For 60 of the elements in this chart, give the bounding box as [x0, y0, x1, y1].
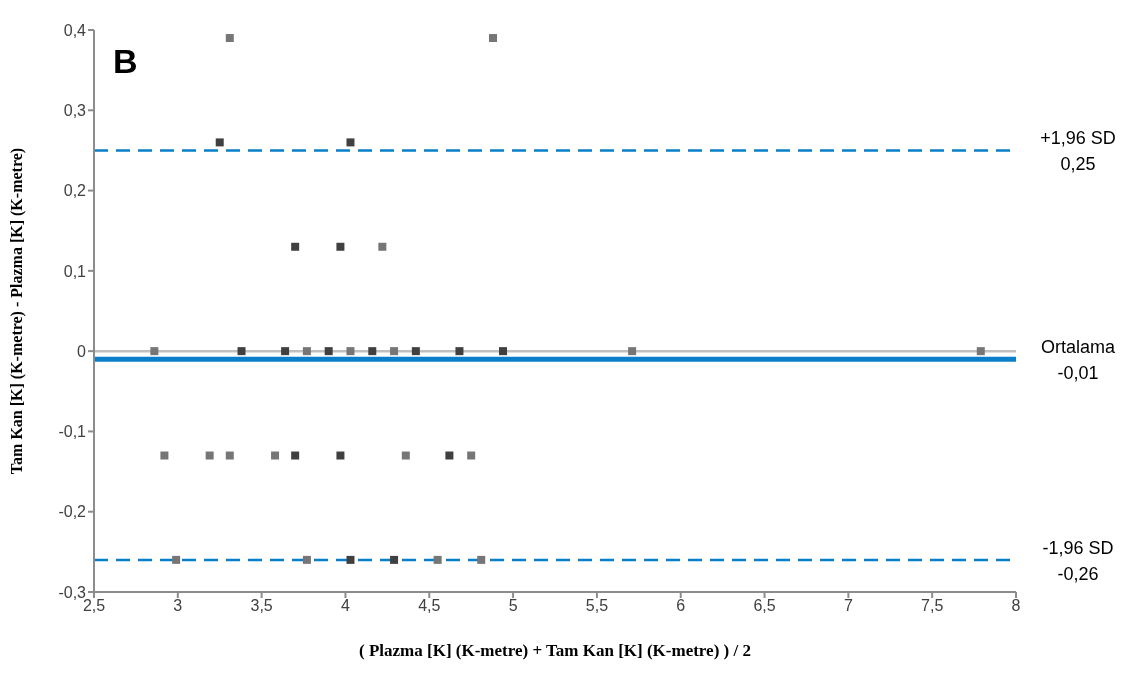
- point: [302, 347, 311, 356]
- point: [499, 347, 508, 356]
- point: [336, 451, 345, 460]
- point: [411, 347, 420, 356]
- point: [368, 347, 377, 356]
- y-tick-label: 0,2: [63, 182, 87, 200]
- point: [160, 451, 169, 460]
- point: [455, 347, 464, 356]
- point: [390, 347, 399, 356]
- x-tick-label: 4,5: [418, 597, 441, 615]
- x-tick-label: 3,5: [250, 597, 273, 615]
- point: [378, 242, 387, 251]
- y-tick-label: 0,4: [63, 21, 87, 39]
- y-tick-label: 0: [77, 342, 87, 360]
- point: [445, 451, 454, 460]
- ref-line-label: -1,96 SD -0,26: [1042, 537, 1114, 584]
- point: [172, 555, 181, 564]
- point: [281, 347, 290, 356]
- point: [628, 347, 637, 356]
- point: [346, 555, 355, 564]
- x-tick-label: 6,5: [753, 597, 776, 615]
- point: [336, 242, 345, 251]
- point: [205, 451, 214, 460]
- point: [390, 555, 399, 564]
- point: [346, 138, 355, 147]
- point: [291, 451, 300, 460]
- point: [433, 555, 442, 564]
- y-axis-title: Tam Kan [K] (K-metre) - Plazma [K] (K-metre): [7, 147, 26, 475]
- point: [976, 347, 985, 356]
- point: [488, 34, 497, 43]
- point: [467, 451, 476, 460]
- point: [401, 451, 410, 460]
- point: [346, 347, 355, 356]
- point: [302, 555, 311, 564]
- point: [225, 34, 234, 43]
- point: [215, 138, 224, 147]
- point: [271, 451, 280, 460]
- y-tick-label: -0,1: [58, 423, 87, 441]
- x-tick-label: 8: [1011, 597, 1021, 615]
- point: [225, 451, 234, 460]
- x-tick-label: 3: [173, 597, 183, 615]
- point: [237, 347, 246, 356]
- x-tick-label: 7,5: [921, 597, 944, 615]
- x-axis-title: ( Plazma [K] (K-metre) + Tam Kan [K] (K-metre) ) / 2: [359, 641, 751, 660]
- y-tick-label: 0,1: [63, 262, 87, 280]
- annotation: B: [113, 42, 138, 81]
- x-tick-label: 4: [341, 597, 350, 615]
- point: [324, 347, 333, 356]
- point: [291, 242, 300, 251]
- ref-line-label: +1,96 SD 0,25: [1040, 128, 1116, 175]
- ref-line-label: Ortalama -0,01: [1040, 337, 1116, 384]
- x-tick-label: 6: [676, 597, 686, 615]
- x-tick-label: 7: [843, 597, 853, 615]
- x-tick-label: 5,5: [585, 597, 609, 615]
- y-tick-label: -0,2: [58, 503, 87, 521]
- x-tick-label: 2,5: [82, 597, 106, 615]
- point: [477, 555, 486, 564]
- point: [150, 347, 159, 356]
- x-tick-label: 5: [508, 597, 518, 615]
- y-tick-label: 0,3: [63, 101, 87, 119]
